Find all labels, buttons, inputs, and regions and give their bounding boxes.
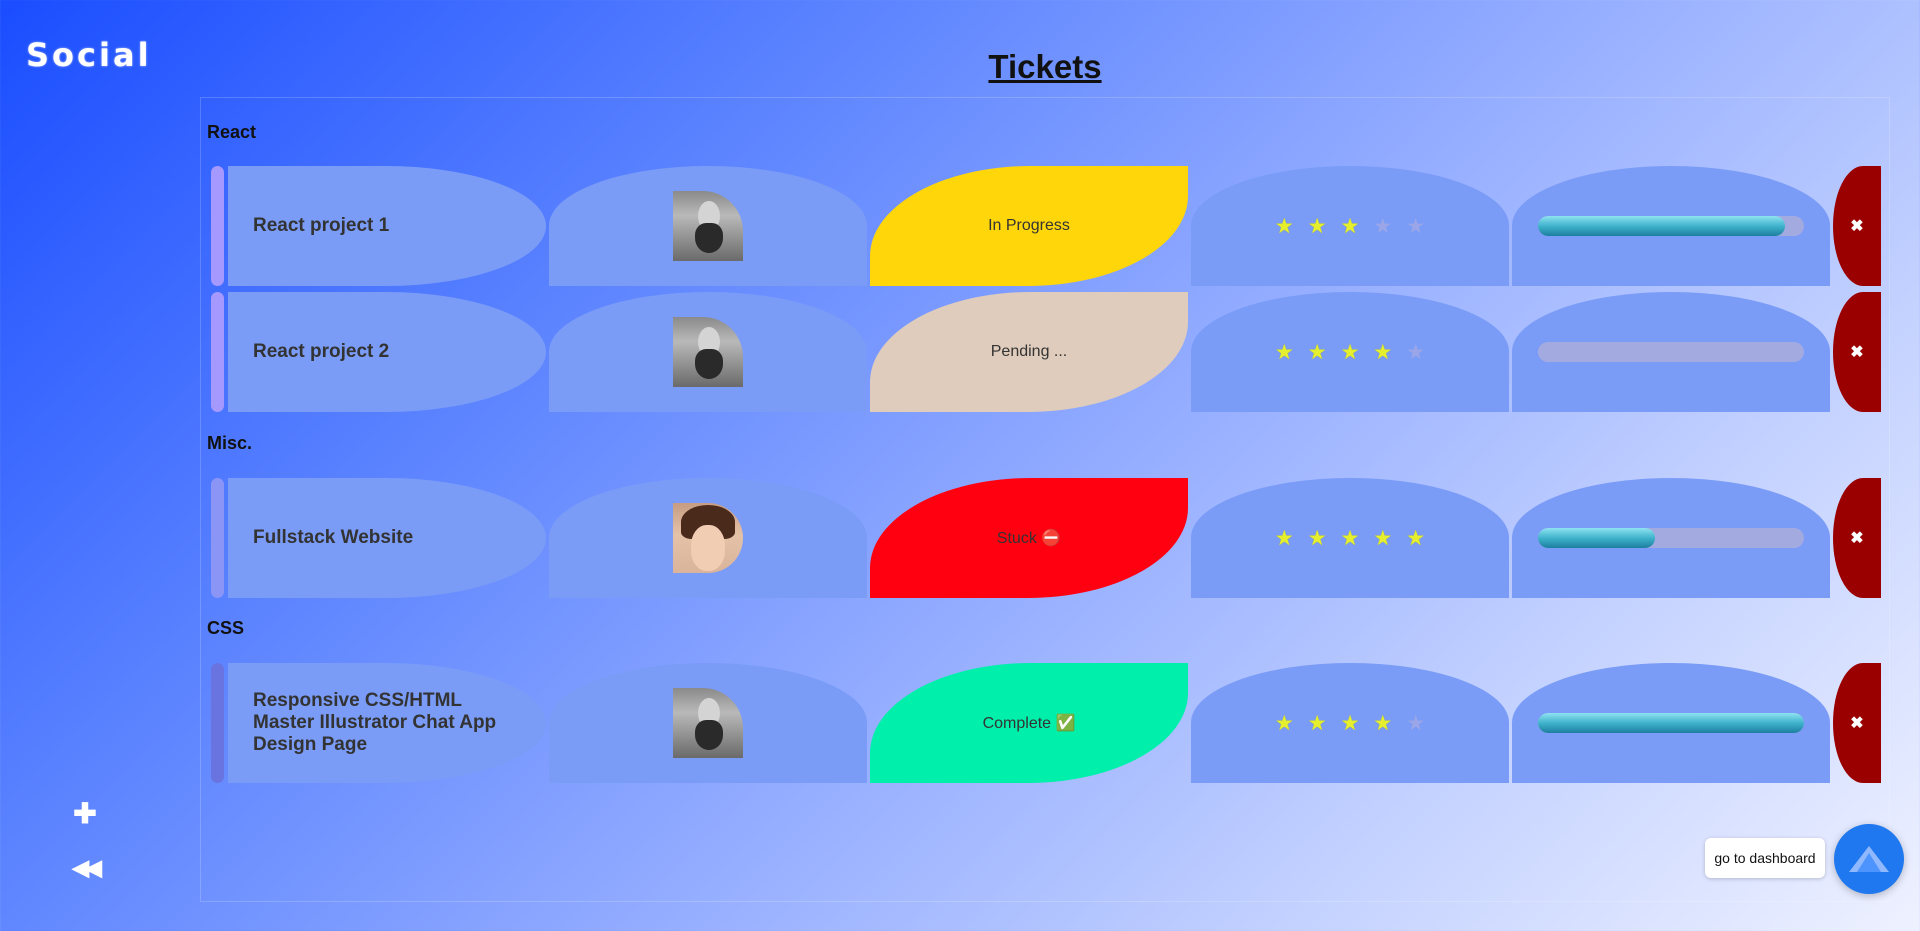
group-title-css: CSS: [207, 618, 245, 638]
ticket-name-cell[interactable]: React project 1: [228, 166, 546, 286]
progress-bar: [1538, 342, 1804, 362]
star-icon[interactable]: ★: [1406, 340, 1426, 364]
ticket-name: React project 1: [253, 215, 390, 236]
star-icon[interactable]: ★: [1406, 214, 1426, 238]
drag-handle[interactable]: [211, 478, 224, 598]
dashboard-button[interactable]: [1834, 824, 1904, 894]
ticket-row: Fullstack Website Stuck ⛔ ★ ★ ★ ★ ★ ✖: [208, 478, 1883, 598]
ticket-row: React project 2 Pending ... ★ ★ ★ ★ ★ ✖: [208, 292, 1883, 412]
star-icon[interactable]: ★: [1307, 526, 1327, 550]
ticket-name: Responsive CSS/HTML Master Illustrator C…: [253, 690, 497, 755]
ticket-status[interactable]: Stuck ⛔: [870, 478, 1188, 598]
star-icon[interactable]: ★: [1373, 340, 1393, 364]
progress-fill: [1538, 528, 1656, 548]
group-title-react: React: [207, 122, 257, 142]
delete-ticket-button[interactable]: ✖: [1833, 292, 1881, 412]
avatar: [673, 317, 743, 387]
star-icon[interactable]: ★: [1373, 214, 1393, 238]
dashboard-logo-icon: [1849, 846, 1889, 872]
star-icon[interactable]: ★: [1340, 711, 1360, 735]
ticket-owner-cell[interactable]: [549, 292, 867, 412]
ticket-rating-cell: ★ ★ ★ ★ ★: [1191, 292, 1509, 412]
rewind-icon[interactable]: ◀◀: [72, 855, 102, 880]
ticket-rating-cell: ★ ★ ★ ★ ★: [1191, 478, 1509, 598]
app-logo[interactable]: Social: [26, 36, 152, 74]
star-icon[interactable]: ★: [1274, 526, 1294, 550]
ticket-row: React project 1 In Progress ★ ★ ★ ★ ★ ✖: [208, 166, 1883, 286]
ticket-status[interactable]: In Progress: [870, 166, 1188, 286]
ticket-status[interactable]: Pending ...: [870, 292, 1188, 412]
star-icon[interactable]: ★: [1373, 711, 1393, 735]
ticket-owner-cell[interactable]: [549, 663, 867, 783]
progress-bar: [1538, 216, 1804, 236]
drag-handle[interactable]: [211, 663, 224, 783]
star-icon[interactable]: ★: [1274, 214, 1294, 238]
group-title-misc: Misc.: [207, 433, 253, 453]
star-icon[interactable]: ★: [1307, 214, 1327, 238]
star-icon[interactable]: ★: [1406, 526, 1426, 550]
ticket-name: Fullstack Website: [253, 527, 414, 548]
drag-handle[interactable]: [211, 166, 224, 286]
ticket-row: Responsive CSS/HTML Master Illustrator C…: [208, 663, 1883, 783]
ticket-progress-cell: [1512, 292, 1830, 412]
star-icon[interactable]: ★: [1274, 711, 1294, 735]
drag-handle[interactable]: [211, 292, 224, 412]
avatar: [673, 191, 743, 261]
progress-bar: [1538, 713, 1804, 733]
progress-fill: [1538, 216, 1786, 236]
ticket-name-cell[interactable]: React project 2: [228, 292, 546, 412]
delete-ticket-button[interactable]: ✖: [1833, 663, 1881, 783]
ticket-status[interactable]: Complete ✅: [870, 663, 1188, 783]
ticket-name: React project 2: [253, 341, 390, 362]
star-rating[interactable]: ★ ★ ★ ★ ★: [1275, 342, 1425, 363]
avatar: [673, 503, 743, 573]
ticket-owner-cell[interactable]: [549, 166, 867, 286]
star-icon[interactable]: ★: [1373, 526, 1393, 550]
star-icon[interactable]: ★: [1307, 340, 1327, 364]
delete-ticket-button[interactable]: ✖: [1833, 478, 1881, 598]
star-icon[interactable]: ★: [1340, 214, 1360, 238]
star-icon[interactable]: ★: [1307, 711, 1327, 735]
ticket-rating-cell: ★ ★ ★ ★ ★: [1191, 166, 1509, 286]
star-rating[interactable]: ★ ★ ★ ★ ★: [1275, 713, 1425, 734]
page-title: Tickets: [988, 48, 1102, 85]
star-rating[interactable]: ★ ★ ★ ★ ★: [1275, 528, 1425, 549]
star-icon[interactable]: ★: [1340, 340, 1360, 364]
ticket-progress-cell: [1512, 166, 1830, 286]
ticket-progress-cell: [1512, 478, 1830, 598]
dashboard-tooltip: go to dashboard: [1705, 838, 1825, 878]
progress-bar: [1538, 528, 1804, 548]
progress-fill: [1538, 713, 1804, 733]
star-icon[interactable]: ★: [1274, 340, 1294, 364]
star-icon[interactable]: ★: [1406, 711, 1426, 735]
ticket-name-cell[interactable]: Fullstack Website: [228, 478, 546, 598]
delete-ticket-button[interactable]: ✖: [1833, 166, 1881, 286]
ticket-rating-cell: ★ ★ ★ ★ ★: [1191, 663, 1509, 783]
ticket-board: [200, 97, 1890, 902]
ticket-progress-cell: [1512, 663, 1830, 783]
ticket-name-cell[interactable]: Responsive CSS/HTML Master Illustrator C…: [228, 663, 546, 783]
star-rating[interactable]: ★ ★ ★ ★ ★: [1275, 216, 1425, 237]
star-icon[interactable]: ★: [1340, 526, 1360, 550]
ticket-owner-cell[interactable]: [549, 478, 867, 598]
avatar: [673, 688, 743, 758]
plus-icon[interactable]: ✚: [73, 797, 97, 829]
